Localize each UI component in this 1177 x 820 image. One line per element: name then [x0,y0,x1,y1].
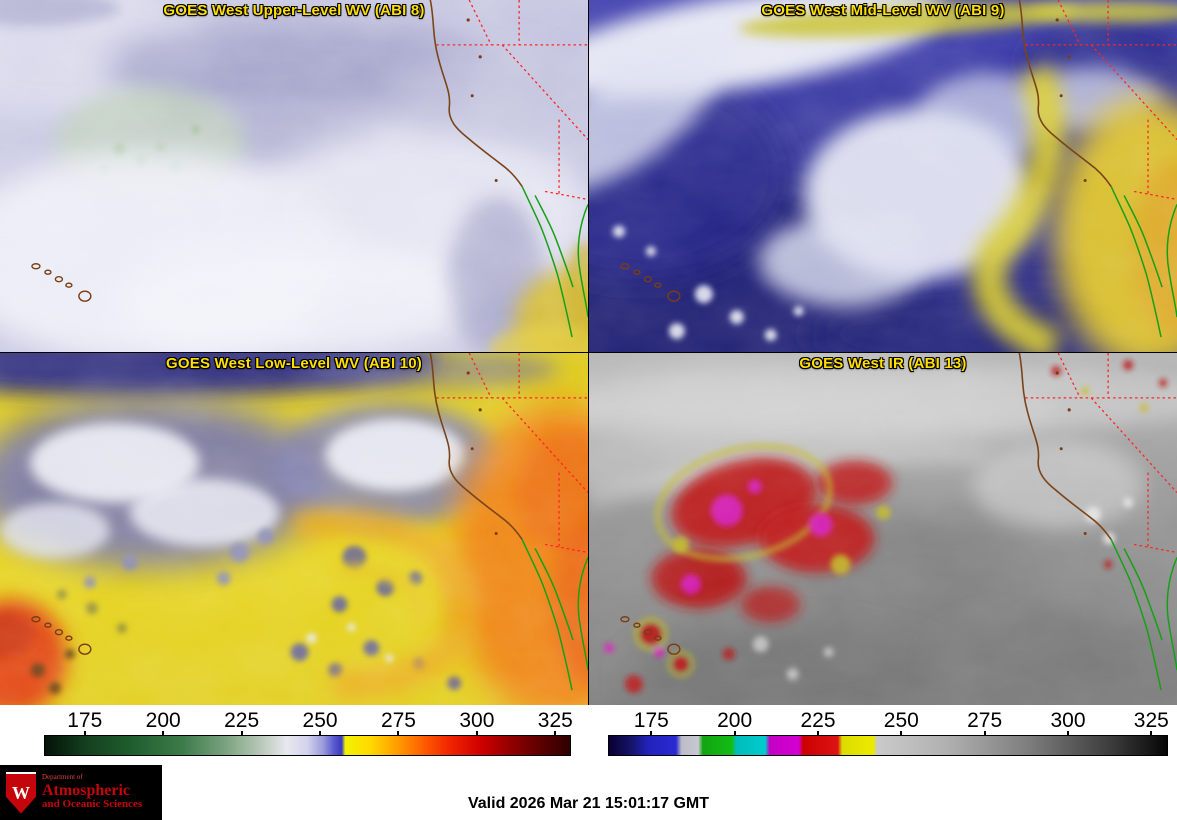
panel-upper-level-wv: GOES West Upper-Level WV (ABI 8) [0,0,588,352]
colorbar-tick-mark [650,731,653,735]
low-level-wv-image [0,353,588,705]
colorbar-tick-mark [1067,731,1069,735]
colorbar-tick-label: 200 [717,709,753,732]
colorbar-tick-label: 300 [1050,709,1086,732]
colorbar-tick-mark [240,731,243,735]
ir-image [589,353,1177,705]
colorbar-tick-mark [319,731,322,735]
colorbar-tick-label: 225 [800,709,836,732]
colorbar-left-barwrap [44,731,571,761]
colorbar-tick-mark [397,731,400,735]
colorbar-right: 175 200 225 250 275 300 325 [588,708,1177,765]
colorbar-tick-mark [900,731,903,735]
colorbar-right-tick-labels: 175 200 225 250 275 300 325 [608,708,1169,735]
colorbar-tick-label: 175 [67,709,103,732]
upper-level-wv-image [0,0,588,352]
colorbar-right-barwrap [608,731,1168,761]
colorbar-left: 175 200 225 250 275 300 325 [0,708,588,765]
mid-level-wv-image [589,0,1177,352]
colorbar-tick-mark [83,731,86,735]
logo-line-oceanic: and Oceanic Sciences [42,797,143,810]
colorbar-tick-label: 325 [1133,709,1169,732]
colorbar-tick-label: 175 [633,709,669,732]
footer: W Department of Atmospheric and Oceanic … [0,765,1177,820]
logo-dept-line: Department of [42,773,83,782]
colorbar-left-tick-marks [44,731,571,735]
uw-aos-logo-text: Department of Atmospheric and Oceanic Sc… [42,774,142,811]
colorbar-tick-mark [554,731,557,735]
colorbar-tick-mark [1150,731,1153,735]
colorbar-tick-mark [475,731,478,735]
colorbar-tick-label: 225 [224,709,260,732]
colorbar-right-tick-marks [608,731,1168,735]
valid-timestamp: Valid 2026 Mar 21 15:01:17 GMT [467,795,709,812]
colorbar-tick-label: 275 [380,709,416,732]
ir-colorbar-gradient [608,735,1168,756]
colorbar-tick-label: 300 [459,709,495,732]
colorbar-tick-label: 250 [883,709,919,732]
uw-aos-logo[interactable]: W Department of Atmospheric and Oceanic … [0,765,162,820]
panel-title-ir: GOES West IR (ABI 13) [799,355,967,372]
uw-crest-letter: W [12,783,30,803]
colorbar-tick-label: 200 [145,709,181,732]
colorbar-tick-mark [733,731,736,735]
panel-title-upper-level-wv: GOES West Upper-Level WV (ABI 8) [163,2,425,19]
logo-line-atmospheric: Atmospheric [42,781,130,799]
panel-title-mid-level-wv: GOES West Mid-Level WV (ABI 9) [761,2,1005,19]
wv-colorbar-gradient [44,735,571,756]
panel-title-low-level-wv: GOES West Low-Level WV (ABI 10) [166,355,422,372]
panel-mid-level-wv: GOES West Mid-Level WV (ABI 9) [589,0,1177,352]
colorbar-tick-label: 275 [967,709,1003,732]
colorbar-tick-mark [162,731,165,735]
panel-low-level-wv: GOES West Low-Level WV (ABI 10) [0,353,588,705]
panel-ir: GOES West IR (ABI 13) [589,353,1177,705]
colorbar-tick-label: 325 [537,709,573,732]
satellite-quad-grid: GOES West Upper-Level WV (ABI 8) [0,0,1177,705]
colorbar-tick-mark [983,731,986,735]
colorbar-left-tick-labels: 175 200 225 250 275 300 325 [44,708,573,735]
colorbar-row: 175 200 225 250 275 300 325 175 200 225 250 275 300… [0,705,1177,765]
colorbar-tick-label: 250 [302,709,338,732]
colorbar-tick-mark [817,731,819,735]
